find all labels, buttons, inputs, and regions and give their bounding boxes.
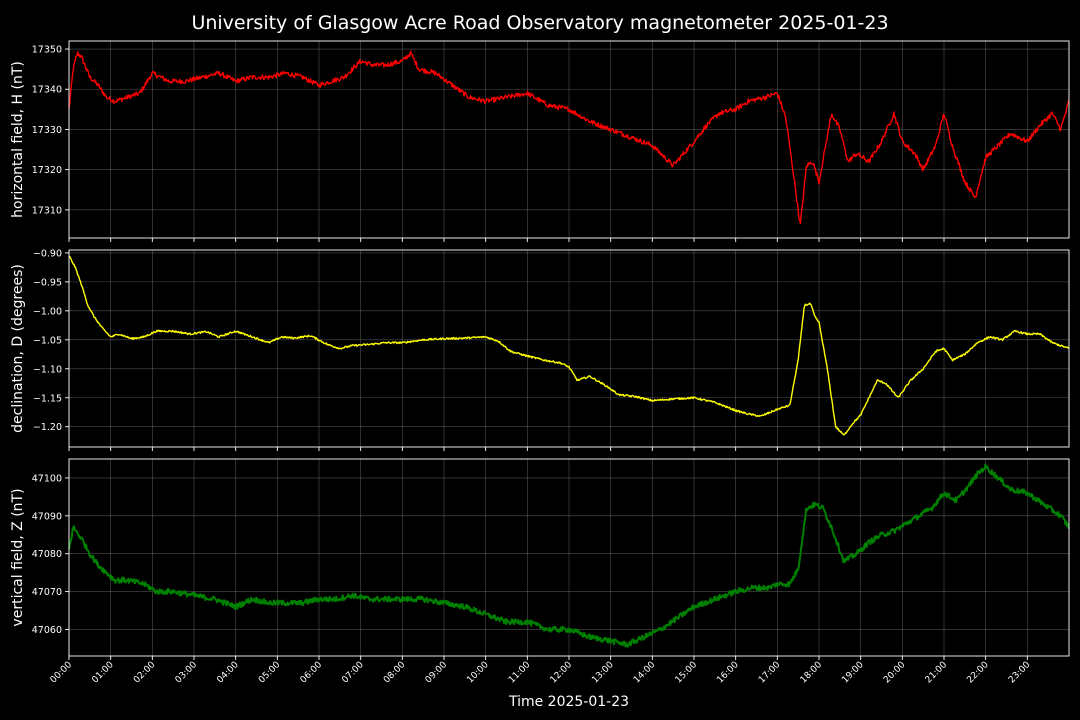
- vertical-field-frame: [68, 458, 1070, 657]
- horizontal-field-panel: 17310 17320 17330 17340 17350 horizontal fiel…: [10, 40, 1070, 242]
- horizontal-field-y-tick-label: 17330: [32, 125, 62, 136]
- figure-title: University of Glasgow Acre Road Observat…: [191, 12, 888, 34]
- declination-series-line: [68, 255, 1070, 436]
- declination-y-tick-label: −1.00: [33, 306, 62, 317]
- vertical-field-y-tick-label: 47080: [32, 549, 62, 560]
- horizontal-field-y-tick-label: 17340: [32, 85, 62, 96]
- vertical-field-y-tick-label: 47100: [32, 473, 62, 484]
- vertical-field-y-tick-label: 47070: [32, 587, 62, 598]
- horizontal-field-y-tick-label: 17310: [32, 205, 62, 216]
- horizontal-field-frame: [68, 40, 1070, 239]
- declination-y-tick-label: −1.05: [33, 335, 62, 346]
- declination-frame: [68, 249, 1070, 448]
- vertical-field-y-axis-label: vertical field, Z (nT): [10, 488, 26, 626]
- declination-y-axis-label: declination, D (degrees): [10, 264, 26, 433]
- declination-y-tick-label: −1.10: [33, 364, 62, 375]
- horizontal-field-series-line: [68, 50, 1070, 225]
- horizontal-field-y-tick-label: 17350: [32, 45, 62, 56]
- vertical-field-y-tick-label: 47060: [32, 625, 62, 636]
- declination-y-tick-label: −0.90: [33, 248, 62, 259]
- horizontal-field-y-axis-label: horizontal field, H (nT): [10, 61, 26, 218]
- declination-y-tick-label: −1.20: [33, 422, 62, 433]
- declination-panel: −0.90 −0.95 −1.00 −1.05 −1.10 −1.15 −1.20 decli…: [10, 248, 1070, 451]
- declination-y-tick-label: −1.15: [33, 393, 62, 404]
- declination-y-tick-label: −0.95: [33, 277, 62, 288]
- vertical-field-series-line: [68, 463, 1070, 648]
- vertical-field-y-tick-label: 47090: [32, 511, 62, 522]
- vertical-field-panel: 47060 47070 47080 47090 47100 vertical field,…: [10, 458, 1070, 660]
- x-axis-label: Time 2025-01-23: [508, 694, 629, 710]
- horizontal-field-y-tick-label: 17320: [32, 165, 62, 176]
